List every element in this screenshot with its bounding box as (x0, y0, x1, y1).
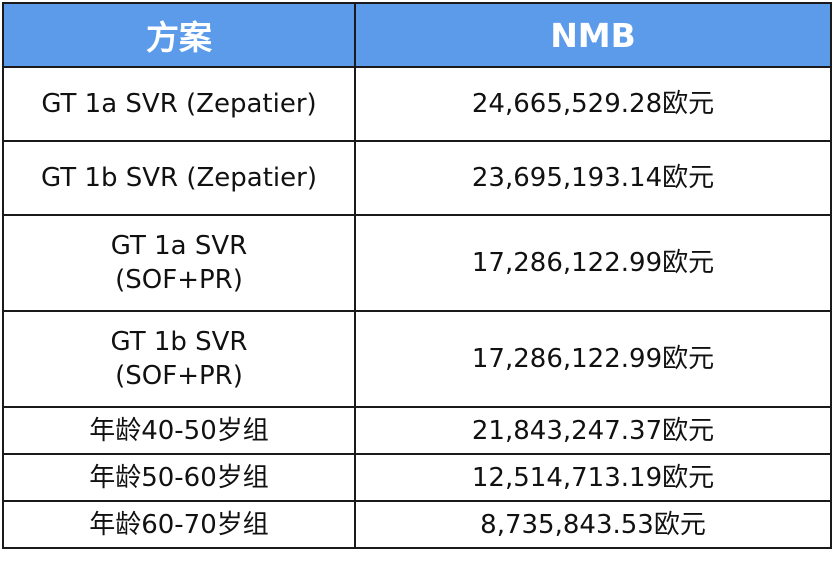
table-row: GT 1b SVR (Zepatier) 23,695,193.14欧元 (2, 140, 832, 216)
nmb-cell: 17,286,122.99欧元 (354, 310, 832, 408)
header-plan: 方案 (2, 2, 356, 68)
plan-label: GT 1b SVR (Zepatier) (41, 163, 317, 193)
plan-label: 年龄40-50岁组 (89, 415, 269, 446)
table-row: 年龄60-70岁组 8,735,843.53欧元 (2, 500, 832, 549)
plan-cell: 年龄60-70岁组 (2, 500, 356, 549)
plan-label-line-2: (SOF+PR) (115, 361, 243, 391)
nmb-table: 方案 NMB GT 1a SVR (Zepatier) 24,665,529.2… (2, 2, 832, 549)
plan-cell: 年龄50-60岁组 (2, 453, 356, 502)
plan-label: 年龄60-70岁组 (89, 509, 269, 540)
plan-cell: GT 1b SVR (Zepatier) (2, 140, 356, 216)
header-nmb: NMB (354, 2, 832, 68)
table-row: GT 1a SVR (Zepatier) 24,665,529.28欧元 (2, 66, 832, 142)
table-row: GT 1a SVR (SOF+PR) 17,286,122.99欧元 (2, 214, 832, 312)
plan-cell: GT 1a SVR (SOF+PR) (2, 214, 356, 312)
plan-label-line-1: GT 1b SVR (110, 327, 248, 357)
plan-cell: GT 1a SVR (Zepatier) (2, 66, 356, 142)
nmb-cell: 12,514,713.19欧元 (354, 453, 832, 502)
nmb-cell: 23,695,193.14欧元 (354, 140, 832, 216)
plan-label: 年龄50-60岁组 (89, 462, 269, 493)
plan-label-line-1: GT 1a SVR (110, 231, 248, 261)
plan-cell: 年龄40-50岁组 (2, 406, 356, 455)
table-header-row: 方案 NMB (2, 2, 832, 68)
nmb-cell: 24,665,529.28欧元 (354, 66, 832, 142)
nmb-cell: 21,843,247.37欧元 (354, 406, 832, 455)
table-row: 年龄40-50岁组 21,843,247.37欧元 (2, 406, 832, 455)
plan-cell: GT 1b SVR (SOF+PR) (2, 310, 356, 408)
plan-label-line-2: (SOF+PR) (115, 265, 243, 295)
table-row: 年龄50-60岁组 12,514,713.19欧元 (2, 453, 832, 502)
table-row: GT 1b SVR (SOF+PR) 17,286,122.99欧元 (2, 310, 832, 408)
plan-label: GT 1a SVR (Zepatier) (41, 89, 317, 119)
nmb-cell: 17,286,122.99欧元 (354, 214, 832, 312)
nmb-cell: 8,735,843.53欧元 (354, 500, 832, 549)
